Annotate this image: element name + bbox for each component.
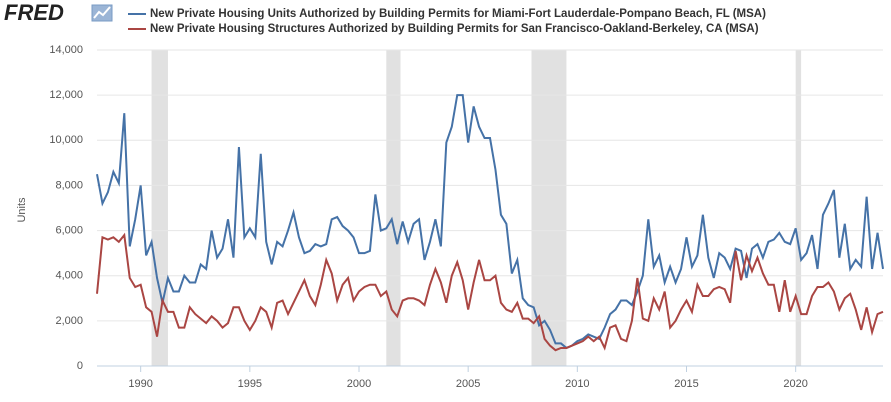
x-tick-label: 2015 [674, 378, 698, 390]
x-tick-label: 1995 [238, 378, 262, 390]
y-tick-label: 10,000 [49, 134, 83, 146]
legend-label: New Private Housing Units Authorized by … [150, 8, 766, 20]
x-tick-label: 2020 [783, 378, 807, 390]
y-tick-label: 14,000 [49, 44, 83, 56]
y-axis-label: Units [16, 197, 28, 223]
recession-band [531, 50, 567, 366]
legend-label: New Private Housing Structures Authorize… [150, 23, 759, 35]
recession-band [795, 50, 802, 366]
y-tick-label: 6,000 [55, 224, 83, 236]
y-tick-label: 12,000 [49, 89, 83, 101]
x-tick-label: 2010 [565, 378, 589, 390]
logo-icon [91, 4, 113, 22]
y-tick-label: 2,000 [55, 315, 83, 327]
y-tick-label: 8,000 [55, 179, 83, 191]
series-line [96, 232, 884, 352]
x-tick-label: 2005 [456, 378, 480, 390]
y-tick-label: 0 [77, 360, 83, 372]
recession-band [386, 50, 401, 366]
series-line [96, 94, 884, 350]
logo: FRED [4, 0, 64, 25]
recession-band [151, 50, 168, 366]
x-tick-label: 2000 [347, 378, 371, 390]
x-tick-label: 1990 [128, 378, 152, 390]
y-tick-label: 4,000 [55, 270, 83, 282]
